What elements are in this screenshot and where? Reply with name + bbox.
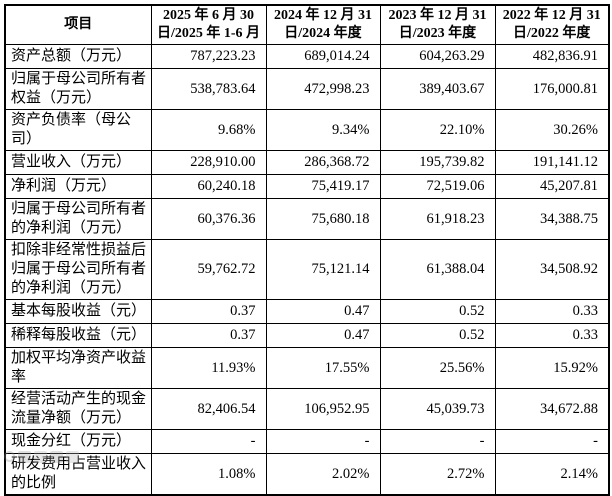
cell-value: 0.47 bbox=[265, 323, 381, 348]
cell-value: 34,388.75 bbox=[494, 198, 610, 240]
cell-value: 75,680.18 bbox=[265, 198, 381, 240]
cell-value: 45,039.73 bbox=[379, 388, 496, 430]
cell-value: 106,952.95 bbox=[265, 388, 381, 430]
cell-value: 30.26% bbox=[494, 109, 610, 151]
table-row-total-assets: 资产总额（万元） 787,223.23 689,014.24 604,263.2… bbox=[4, 44, 610, 69]
cell-value: 191,141.12 bbox=[494, 150, 610, 175]
row-label: 稀释每股收益（元） bbox=[4, 323, 152, 348]
cell-value: 82,406.54 bbox=[150, 388, 267, 430]
financial-summary-page: 项目 2025 年 6 月 30 日/2025 年 1-6 月 2024 年 1… bbox=[0, 4, 612, 496]
cell-value: 0.37 bbox=[150, 299, 267, 324]
cell-value: 472,998.23 bbox=[265, 68, 381, 110]
col-header-period-2022: 2022 年 12 月 31 日/2022 年度 bbox=[494, 4, 610, 45]
row-label: 加权平均净资产收益 率 bbox=[4, 347, 152, 389]
cell-value: 0.47 bbox=[265, 299, 381, 324]
cell-value: 59,762.72 bbox=[150, 239, 267, 300]
table-row-debt-ratio: 资产负债率（母公司） 9.68% 9.34% 22.10% 30.26% bbox=[4, 109, 610, 151]
cell-value: 60,376.36 bbox=[150, 198, 267, 240]
table-row-deducted-net-profit: 扣除非经常性损益后 归属于母公司所有者 的净利润（万元） 59,762.72 7… bbox=[4, 239, 610, 300]
row-label: 研发费用占营业收入 的比例 bbox=[4, 453, 152, 496]
cell-value: 9.68% bbox=[150, 109, 267, 151]
col-header-period-2025: 2025 年 6 月 30 日/2025 年 1-6 月 bbox=[150, 4, 267, 45]
table-row-basic-eps: 基本每股收益（元） 0.37 0.47 0.52 0.33 bbox=[4, 299, 610, 324]
col-header-period-2023: 2023 年 12 月 31 日/2023 年度 bbox=[379, 4, 496, 45]
row-label: 资产总额（万元） bbox=[4, 44, 152, 69]
cell-value: 75,121.14 bbox=[265, 239, 381, 300]
col-header-period-2024: 2024 年 12 月 31 日/2024 年度 bbox=[265, 4, 381, 45]
cell-value: 689,014.24 bbox=[265, 44, 381, 69]
table-row-operating-cash-flow: 经营活动产生的现金 流量净额（万元） 82,406.54 106,952.95 … bbox=[4, 388, 610, 430]
cell-value: 195,739.82 bbox=[379, 150, 496, 175]
cell-value: 45,207.81 bbox=[494, 174, 610, 199]
cell-value: 228,910.00 bbox=[150, 150, 267, 175]
table-row-net-profit: 净利润（万元） 60,240.18 75,419.17 72,519.06 45… bbox=[4, 174, 610, 199]
row-label: 营业收入（万元） bbox=[4, 150, 152, 175]
row-label: 扣除非经常性损益后 归属于母公司所有者 的净利润（万元） bbox=[4, 239, 152, 300]
row-label: 现金分红（万元） bbox=[4, 429, 152, 454]
cell-value: 389,403.67 bbox=[379, 68, 496, 110]
cell-value: 2.72% bbox=[379, 453, 496, 496]
row-label: 资产负债率（母公司） bbox=[4, 109, 152, 151]
row-label: 基本每股收益（元） bbox=[4, 299, 152, 324]
cell-value: 2.14% bbox=[494, 453, 610, 496]
table-row-weighted-roe: 加权平均净资产收益 率 11.93% 17.55% 25.56% 15.92% bbox=[4, 347, 610, 389]
cell-value: 22.10% bbox=[379, 109, 496, 151]
cell-value: 15.92% bbox=[494, 347, 610, 389]
cell-value: 60,240.18 bbox=[150, 174, 267, 199]
cell-value: 1.08% bbox=[150, 453, 267, 496]
cell-value: 75,419.17 bbox=[265, 174, 381, 199]
cell-value: 0.37 bbox=[150, 323, 267, 348]
cell-value: - bbox=[494, 429, 610, 454]
row-label: 经营活动产生的现金 流量净额（万元） bbox=[4, 388, 152, 430]
cell-value: 0.33 bbox=[494, 299, 610, 324]
table-row-revenue: 营业收入（万元） 228,910.00 286,368.72 195,739.8… bbox=[4, 150, 610, 175]
cell-value: 0.52 bbox=[379, 299, 496, 324]
cell-value: 176,000.81 bbox=[494, 68, 610, 110]
cell-value: - bbox=[379, 429, 496, 454]
financial-summary-table: 项目 2025 年 6 月 30 日/2025 年 1-6 月 2024 年 1… bbox=[4, 4, 610, 496]
cell-value: 2.02% bbox=[265, 453, 381, 496]
cell-value: 0.52 bbox=[379, 323, 496, 348]
cell-value: 61,918.23 bbox=[379, 198, 496, 240]
cell-value: 538,783.64 bbox=[150, 68, 267, 110]
cell-value: - bbox=[150, 429, 267, 454]
cell-value: 11.93% bbox=[150, 347, 267, 389]
row-label: 净利润（万元） bbox=[4, 174, 152, 199]
cell-value: 286,368.72 bbox=[265, 150, 381, 175]
cell-value: 25.56% bbox=[379, 347, 496, 389]
cell-value: 482,836.91 bbox=[494, 44, 610, 69]
cell-value: 0.33 bbox=[494, 323, 610, 348]
table-row-cash-dividend: 现金分红（万元） - - - - bbox=[4, 429, 610, 454]
cell-value: 34,508.92 bbox=[494, 239, 610, 300]
row-label: 归属于母公司所有者 的净利润（万元） bbox=[4, 198, 152, 240]
cell-value: 9.34% bbox=[265, 109, 381, 151]
col-header-item: 项目 bbox=[4, 4, 152, 45]
table-row-parent-equity: 归属于母公司所有者 权益（万元） 538,783.64 472,998.23 3… bbox=[4, 68, 610, 110]
table-row-parent-net-profit: 归属于母公司所有者 的净利润（万元） 60,376.36 75,680.18 6… bbox=[4, 198, 610, 240]
cell-value: 604,263.29 bbox=[379, 44, 496, 69]
table-row-rd-expense-ratio: 研发费用占营业收入 的比例 1.08% 2.02% 2.72% 2.14% bbox=[4, 453, 610, 496]
cell-value: - bbox=[265, 429, 381, 454]
table-row-diluted-eps: 稀释每股收益（元） 0.37 0.47 0.52 0.33 bbox=[4, 323, 610, 348]
cell-value: 17.55% bbox=[265, 347, 381, 389]
cell-value: 787,223.23 bbox=[150, 44, 267, 69]
header-row: 项目 2025 年 6 月 30 日/2025 年 1-6 月 2024 年 1… bbox=[4, 4, 610, 45]
cell-value: 34,672.88 bbox=[494, 388, 610, 430]
cell-value: 72,519.06 bbox=[379, 174, 496, 199]
cell-value: 61,388.04 bbox=[379, 239, 496, 300]
row-label: 归属于母公司所有者 权益（万元） bbox=[4, 68, 152, 110]
